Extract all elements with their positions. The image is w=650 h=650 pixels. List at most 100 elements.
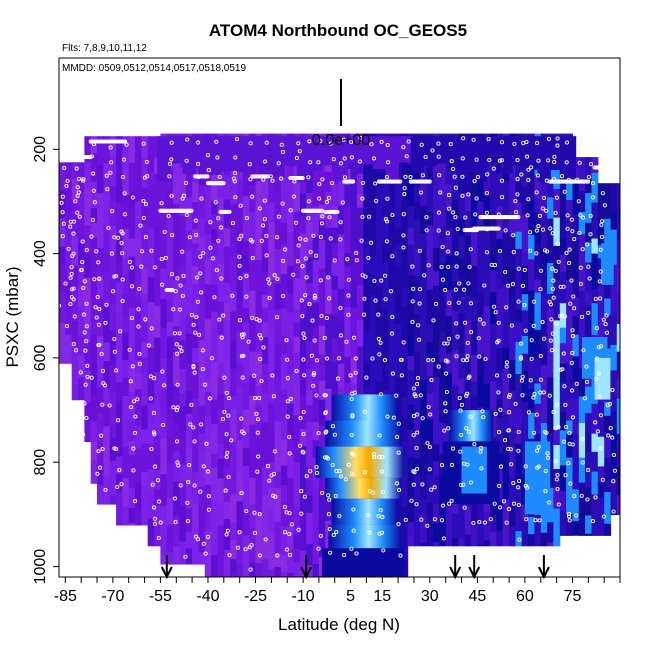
curtain-cell: [572, 356, 580, 384]
sample-point: [83, 348, 88, 353]
sample-point: [294, 155, 299, 161]
curtain-cell: [395, 244, 402, 268]
curtain-cell: [242, 322, 250, 358]
sample-point: [461, 482, 466, 487]
sample-point: [564, 140, 570, 145]
sample-point: [159, 201, 164, 206]
curtain-cell: [566, 345, 573, 364]
sample-point: [388, 289, 393, 294]
sample-point: [521, 141, 526, 146]
sample-point: [446, 426, 451, 431]
sample-point: [570, 229, 575, 234]
sample-point: [308, 160, 313, 165]
curtain-cell: [407, 536, 415, 547]
curtain-cell: [540, 271, 548, 291]
sample-point: [546, 158, 551, 163]
sample-point: [418, 393, 423, 398]
sample-point: [510, 282, 516, 287]
sample-point: [549, 348, 554, 353]
curtain-cell: [280, 465, 288, 486]
curtain-cell: [173, 562, 180, 565]
curtain-cell: [236, 362, 244, 388]
sample-point: [562, 439, 567, 444]
sample-point: [499, 140, 505, 145]
curtain-cell: [141, 158, 149, 189]
sample-point: [552, 154, 557, 159]
sample-point: [235, 545, 240, 550]
curtain-cell: [293, 415, 301, 450]
curtain-cell: [591, 253, 599, 290]
sample-point: [208, 220, 213, 225]
curtain-cell: [420, 514, 428, 544]
sample-point: [323, 410, 329, 415]
sample-point: [261, 177, 266, 182]
sample-point: [108, 170, 113, 175]
curtain-cell: [401, 306, 409, 323]
sample-point: [518, 356, 523, 361]
curtain-cell: [109, 391, 117, 426]
curtain-cell: [179, 284, 187, 321]
sample-point: [590, 519, 595, 524]
curtain-cell: [274, 232, 282, 250]
sample-point: [221, 313, 226, 318]
sample-point: [385, 142, 390, 148]
curtain-cell: [71, 235, 79, 267]
sample-point: [504, 305, 509, 310]
x-tick-label: -85: [54, 588, 77, 605]
curtain-cell: [528, 202, 535, 236]
curtain-cell: [566, 252, 573, 281]
sample-point: [566, 514, 571, 519]
curtain-cell: [141, 187, 149, 203]
curtain-cell: [293, 309, 301, 324]
curtain-cell: [591, 403, 599, 435]
curtain-cell: [122, 446, 130, 479]
sample-point: [233, 155, 238, 160]
curtain-cell: [230, 230, 238, 258]
sample-point: [437, 173, 442, 178]
sample-point: [427, 467, 432, 472]
curtain-cell: [325, 228, 333, 250]
sample-point: [227, 553, 232, 558]
sample-point: [248, 567, 253, 572]
curtain-cell: [261, 218, 269, 237]
curtain-cell: [401, 264, 409, 289]
sample-point: [269, 473, 274, 478]
sample-point: [516, 448, 521, 453]
sample-point: [280, 149, 286, 155]
sample-point: [64, 183, 69, 189]
curtain-cell: [547, 412, 554, 435]
curtain-cell: [141, 136, 149, 159]
curtain-cell: [192, 450, 199, 473]
curtain-cell: [71, 375, 79, 401]
curtain-cell: [261, 559, 269, 577]
sample-point: [426, 263, 431, 268]
curtain-cell: [502, 450, 510, 465]
curtain-cell: [458, 353, 466, 379]
curtain-cell: [550, 136, 564, 170]
curtain-cell: [128, 256, 136, 286]
curtain-cell: [559, 221, 567, 239]
sample-point: [219, 276, 224, 281]
sample-point: [506, 428, 511, 433]
curtain-cell: [369, 339, 377, 370]
sample-point: [81, 312, 86, 317]
curtain-cell: [293, 278, 301, 310]
curtain-cell: [572, 416, 580, 435]
curtain-cell: [477, 354, 485, 377]
sample-point: [417, 287, 423, 292]
curtain-cell: [426, 212, 434, 226]
sample-point: [324, 315, 329, 321]
curtain-cell: [458, 313, 466, 339]
sample-point: [442, 428, 447, 433]
sample-point: [123, 139, 128, 144]
sample-point: [568, 481, 573, 486]
sample-point: [270, 178, 275, 183]
sample-point: [497, 430, 502, 435]
curtain-cell: [356, 254, 364, 286]
y-tick-label: 600: [32, 344, 49, 371]
sample-point: [250, 315, 255, 320]
curtain-cell: [502, 433, 510, 452]
sample-point: [114, 368, 119, 373]
sample-point: [362, 296, 367, 301]
